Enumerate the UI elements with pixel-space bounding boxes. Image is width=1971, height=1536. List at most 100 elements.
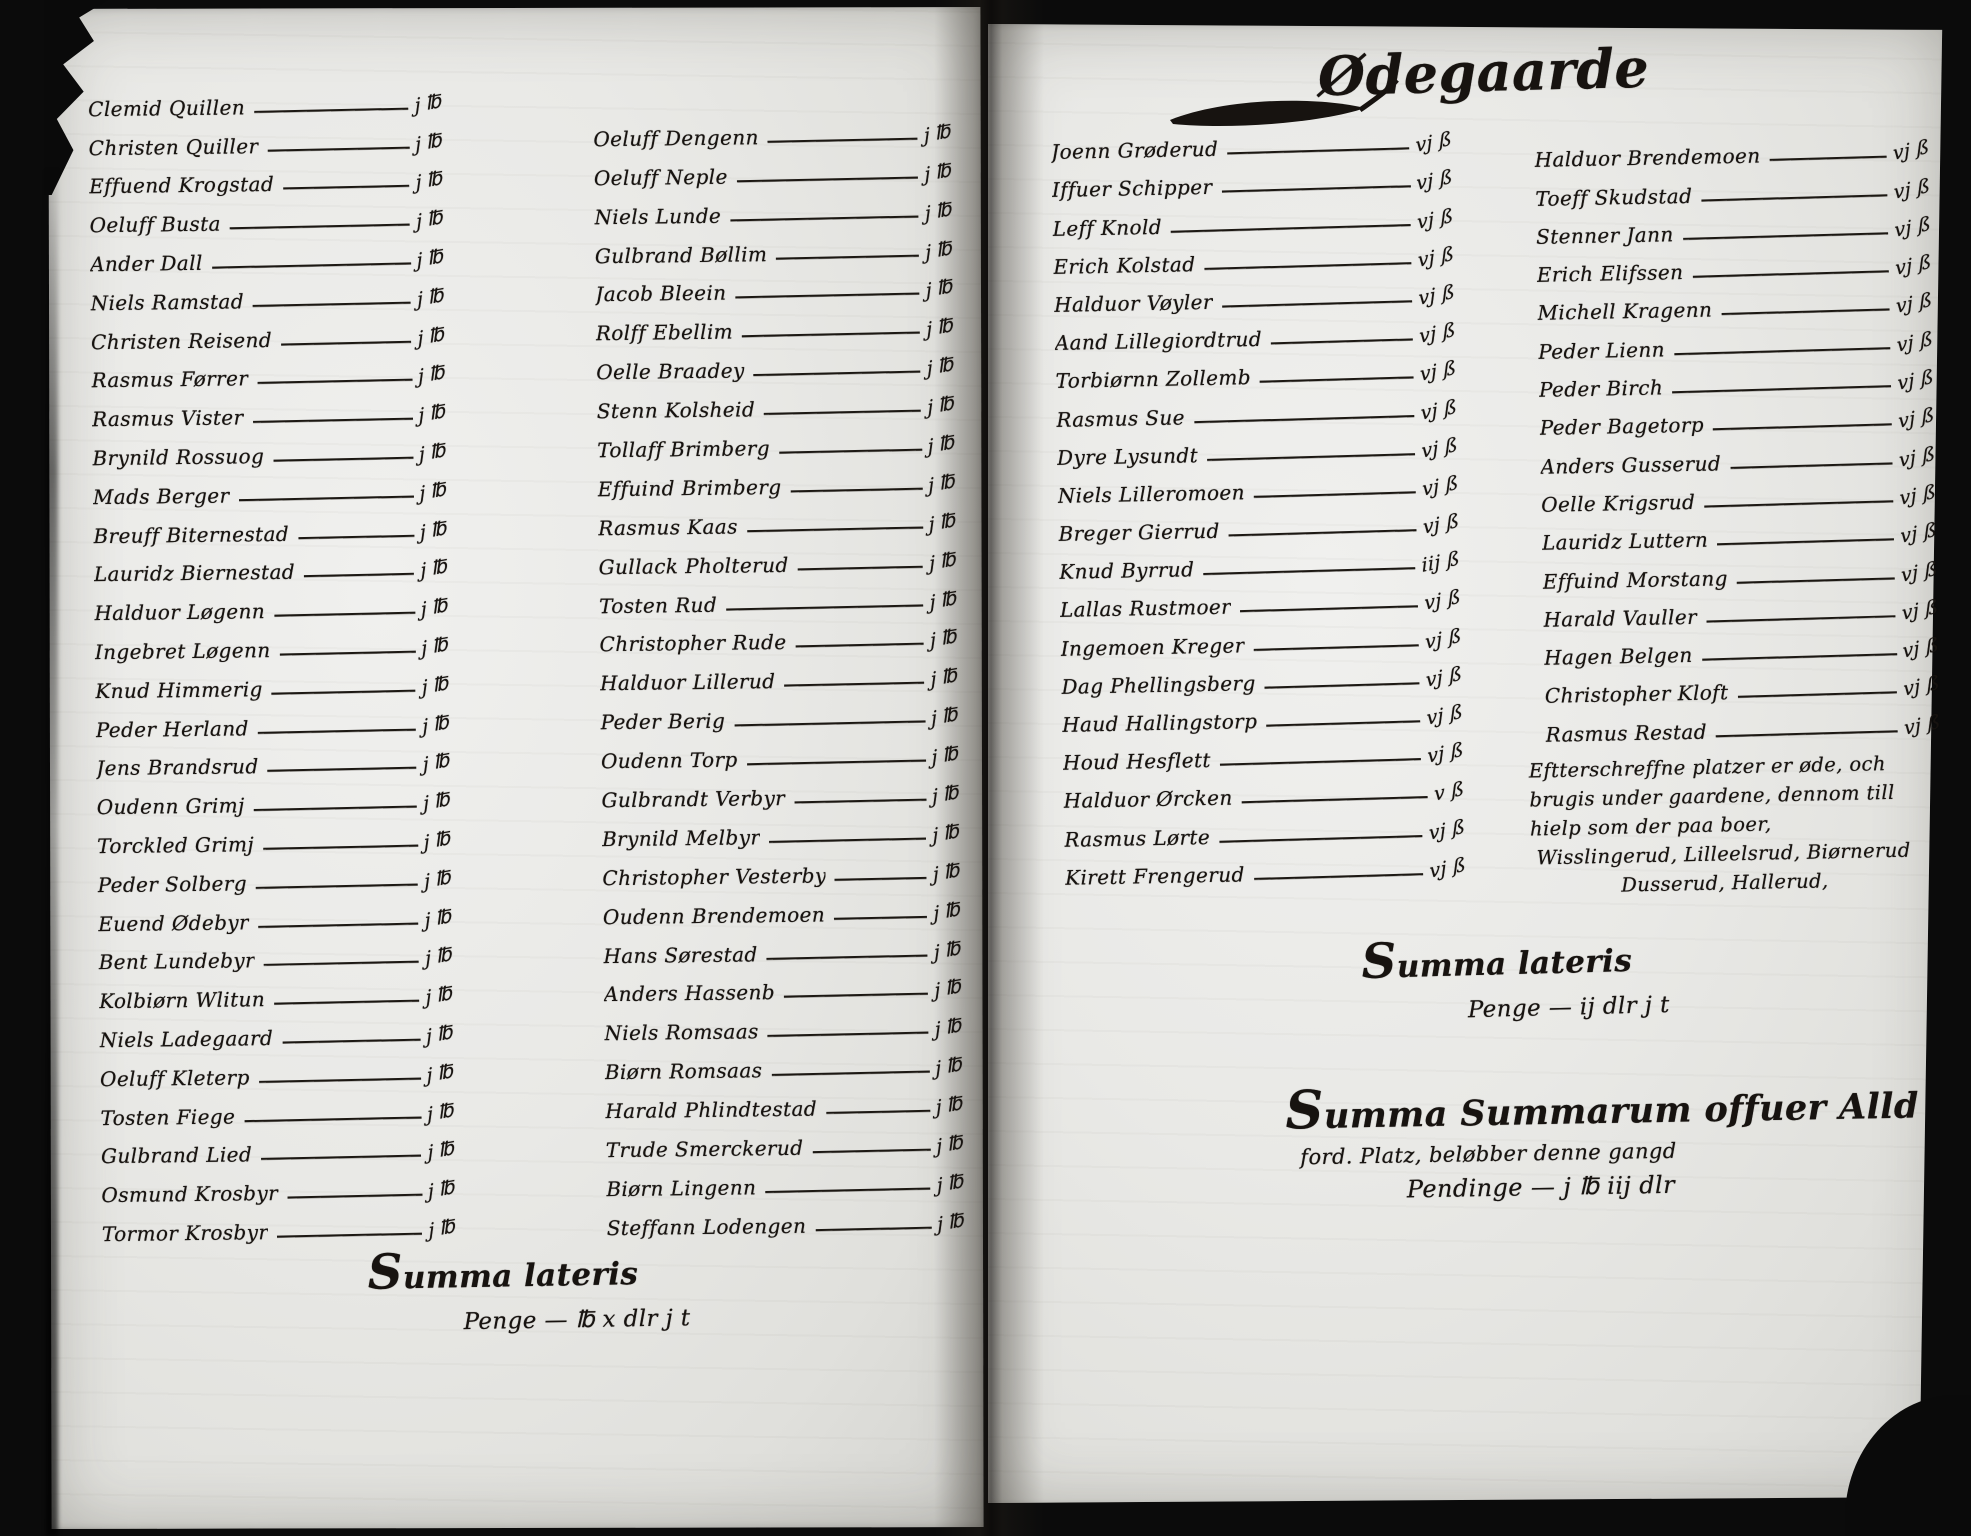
row-dash-line xyxy=(1682,232,1889,240)
row-amount: vj ß xyxy=(1898,442,1936,472)
row-dash-line xyxy=(736,176,919,183)
row-dash-line xyxy=(238,495,414,501)
ledger-row: Harald Phlindtestad j ℔ xyxy=(605,1082,965,1125)
row-dash-line xyxy=(826,1109,930,1115)
row-dash-line xyxy=(1701,193,1888,202)
row-name: Halduor Vøyler xyxy=(1053,291,1214,317)
row-amount: vj ß xyxy=(1896,365,1935,395)
row-amount: vj ß xyxy=(1424,624,1463,654)
row-name: Tollaff Brimberg xyxy=(597,438,771,463)
row-dash-line xyxy=(1769,155,1887,162)
row-amount: j ℔ xyxy=(936,1169,966,1198)
row-name: Niels Lunde xyxy=(594,205,722,229)
row-amount: j ℔ xyxy=(417,322,447,350)
row-amount: vj ß xyxy=(1420,395,1458,425)
row-dash-line xyxy=(834,876,927,881)
row-amount: vj ß xyxy=(1422,509,1460,539)
row-dash-line xyxy=(263,844,418,850)
entry-column-1: Clemid Quillen j ℔ Christen Quiller j ℔ … xyxy=(88,80,458,1248)
entry-column-3: Joenn Grøderud vj ß Iffuer Schipper vj ß… xyxy=(1051,120,1468,891)
ledger-row: Gulbrand Bøllim j ℔ xyxy=(595,227,955,270)
row-dash-line xyxy=(1241,796,1428,804)
row-amount: j ℔ xyxy=(925,236,955,264)
row-name: Houd Hesflett xyxy=(1062,750,1212,775)
row-amount: j ℔ xyxy=(416,244,446,273)
ledger-row: Kirett Frengerud vj ß xyxy=(1065,846,1468,892)
row-name: Anders Hassenb xyxy=(603,982,776,1007)
row-amount: vj ß xyxy=(1416,204,1455,234)
row-amount: j ℔ xyxy=(928,508,958,536)
row-amount: vj ß xyxy=(1428,815,1466,845)
row-dash-line xyxy=(771,1070,930,1077)
row-name: Rasmus Kaas xyxy=(598,516,738,541)
row-dash-line xyxy=(252,417,413,424)
row-amount: j ℔ xyxy=(428,1214,458,1243)
row-amount: j ℔ xyxy=(422,710,452,738)
row-amount: j ℔ xyxy=(926,313,956,342)
row-dash-line xyxy=(1219,834,1423,843)
title-flourish xyxy=(1170,78,1399,127)
row-dash-line xyxy=(784,681,925,687)
row-amount: j ℔ xyxy=(424,865,454,893)
row-amount: vj ß xyxy=(1903,710,1942,740)
row-amount: j ℔ xyxy=(934,975,964,1003)
row-amount: j ℔ xyxy=(415,167,445,195)
row-amount: j ℔ xyxy=(424,904,454,932)
row-dash-line xyxy=(1715,729,1898,738)
row-name: Oeluff Neple xyxy=(593,166,728,191)
row-name: Hans Sørestad xyxy=(603,943,758,968)
ledger-row: Peder Berig j ℔ xyxy=(600,693,960,736)
row-dash-line xyxy=(244,1115,421,1122)
row-amount: j ℔ xyxy=(927,391,957,420)
summa-label: Summa lateris xyxy=(367,1244,639,1301)
row-amount: j ℔ xyxy=(928,547,959,575)
row-dash-line xyxy=(765,1187,931,1193)
row-dash-line xyxy=(256,883,419,889)
row-dash-line xyxy=(767,1031,929,1038)
row-dash-line xyxy=(274,611,415,617)
row-name: Halduor Løgenn xyxy=(94,601,266,626)
ledger-row: Stenn Kolsheid j ℔ xyxy=(596,382,957,425)
row-amount: vj ß xyxy=(1897,403,1936,434)
row-amount: vj ß xyxy=(1902,633,1940,664)
row-dash-line xyxy=(1713,423,1892,431)
row-dash-line xyxy=(267,146,410,152)
summa-lateris-right: Summa lateris Penge — ij dlr j t xyxy=(1361,926,1670,1026)
row-name: Niels Lilleromoen xyxy=(1057,482,1246,508)
row-dash-line xyxy=(282,1038,420,1044)
row-amount: j ℔ xyxy=(415,128,445,156)
row-name: Oudenn Brendemoen xyxy=(602,904,826,929)
ledger-row: Biørn Lingenn j ℔ xyxy=(606,1160,966,1203)
row-dash-line xyxy=(258,1077,421,1083)
row-name: Stenner Jann xyxy=(1535,224,1674,249)
row-name: Oelle Braadey xyxy=(596,360,745,385)
row-amount: j ℔ xyxy=(419,516,449,544)
row-dash-line xyxy=(1253,491,1416,498)
row-name: Kirett Frengerud xyxy=(1064,864,1245,890)
row-amount: v ß xyxy=(1433,777,1466,807)
row-amount: j ℔ xyxy=(933,936,963,964)
row-amount: vj ß xyxy=(1899,480,1937,510)
row-name: Oeluff Dengenn xyxy=(593,127,759,152)
row-amount: j ℔ xyxy=(935,1052,965,1081)
row-name: Rasmus Sue xyxy=(1056,406,1186,432)
row-dash-line xyxy=(746,526,923,532)
row-amount: j ℔ xyxy=(932,858,963,886)
ledger-row: Brynild Rossuog j ℔ xyxy=(92,429,448,472)
row-amount: j ℔ xyxy=(427,1136,457,1165)
row-amount: j ℔ xyxy=(926,352,956,381)
row-dash-line xyxy=(229,223,410,230)
row-dash-line xyxy=(1207,452,1416,461)
ledger-row: Brynild Melbyr j ℔ xyxy=(602,810,962,853)
row-name: Steffann Lodengen xyxy=(606,1215,807,1240)
row-name: Breger Gierrud xyxy=(1058,520,1220,546)
ledger-row: Christopher Rude j ℔ xyxy=(599,615,959,658)
row-amount: j ℔ xyxy=(936,1130,966,1159)
row-dash-line xyxy=(764,409,922,415)
row-dash-line xyxy=(1203,567,1416,576)
row-amount: j ℔ xyxy=(421,671,451,699)
row-name: Gulbrand Bøllim xyxy=(594,243,768,268)
row-amount: vj ß xyxy=(1417,242,1455,272)
row-dash-line xyxy=(1193,414,1415,423)
row-dash-line xyxy=(1730,462,1893,469)
